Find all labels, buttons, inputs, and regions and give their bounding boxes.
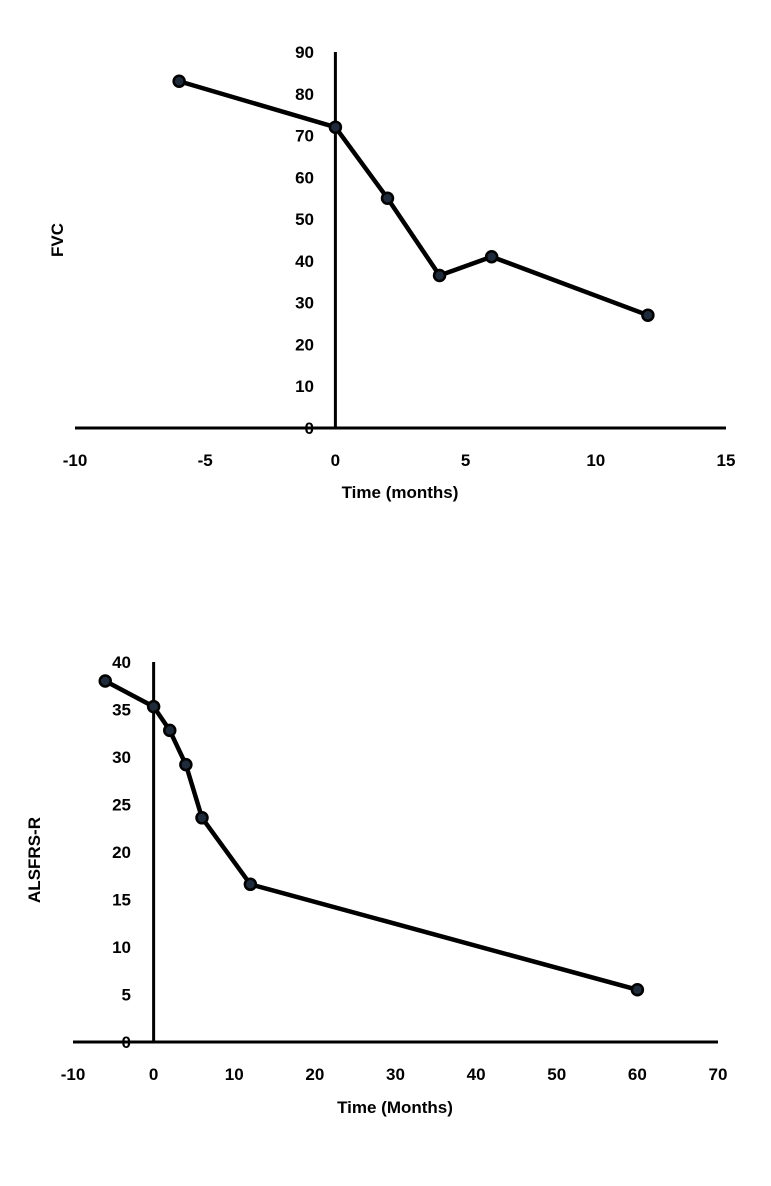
- x-tick-label: 30: [386, 1065, 405, 1084]
- data-point: [172, 74, 186, 88]
- data-point: [432, 268, 447, 283]
- x-tick-label: 15: [717, 451, 736, 470]
- y-tick-label: 50: [295, 210, 314, 229]
- data-point: [380, 191, 395, 205]
- x-tick-label: 5: [461, 451, 470, 470]
- y-tick-label: 20: [112, 843, 131, 862]
- y-tick-label: 0: [305, 419, 314, 438]
- alsfrs-chart: -10 0 10 20 30 40 50 60 70 0 5 10 15 20 25 30 35 40 Time (…: [25, 653, 728, 1117]
- x-tick-label: 10: [586, 451, 605, 470]
- x-tick-label: -10: [61, 1065, 86, 1084]
- x-axis-title: Time (months): [342, 483, 459, 502]
- y-axis-title: FVC: [48, 223, 67, 257]
- y-tick-label: 30: [112, 748, 131, 767]
- data-point: [630, 983, 645, 997]
- x-tick-label: -10: [63, 451, 88, 470]
- series-line: [176, 78, 651, 318]
- y-tick-label: 25: [112, 796, 131, 815]
- y-tick-label: 40: [112, 653, 131, 672]
- x-tick-label: 20: [305, 1065, 324, 1084]
- x-tick-label: 10: [225, 1065, 244, 1084]
- y-tick-label: 60: [295, 168, 314, 187]
- y-tick-label: 10: [295, 377, 314, 396]
- data-point: [328, 120, 343, 134]
- x-tick-label: 0: [331, 451, 340, 470]
- y-tick-label: 80: [295, 85, 314, 104]
- y-tick-label: 10: [112, 938, 131, 957]
- data-point: [179, 757, 193, 772]
- x-tick-label: 70: [709, 1065, 728, 1084]
- data-point: [163, 723, 177, 738]
- x-axis-title: Time (Months): [337, 1098, 453, 1117]
- y-axis-title: ALSFRS-R: [25, 817, 44, 903]
- y-tick-label: 70: [295, 127, 314, 146]
- x-tick-label: 50: [547, 1065, 566, 1084]
- series-line: [103, 678, 640, 992]
- data-point: [484, 249, 499, 264]
- x-tick-label: 60: [628, 1065, 647, 1084]
- y-tick-label: 35: [112, 701, 131, 720]
- y-tick-label: 0: [122, 1033, 131, 1052]
- y-tick-label: 15: [112, 891, 131, 910]
- y-tick-label: 90: [295, 43, 314, 62]
- y-tick-label: 40: [295, 252, 314, 271]
- data-point: [195, 811, 209, 825]
- fvc-chart: -10 -5 0 5 10 15 0 10 20 30 40 50 60 70 80 90 Time (mont…: [48, 43, 736, 502]
- data-point: [243, 877, 258, 892]
- x-tick-label: -5: [198, 451, 213, 470]
- y-tick-label: 20: [295, 335, 314, 354]
- data-point: [98, 674, 112, 688]
- y-tick-label: 5: [122, 986, 131, 1005]
- data-point: [146, 699, 161, 714]
- x-tick-label: 40: [467, 1065, 486, 1084]
- x-tick-label: 0: [149, 1065, 158, 1084]
- data-point: [641, 308, 655, 322]
- y-tick-label: 30: [295, 294, 314, 313]
